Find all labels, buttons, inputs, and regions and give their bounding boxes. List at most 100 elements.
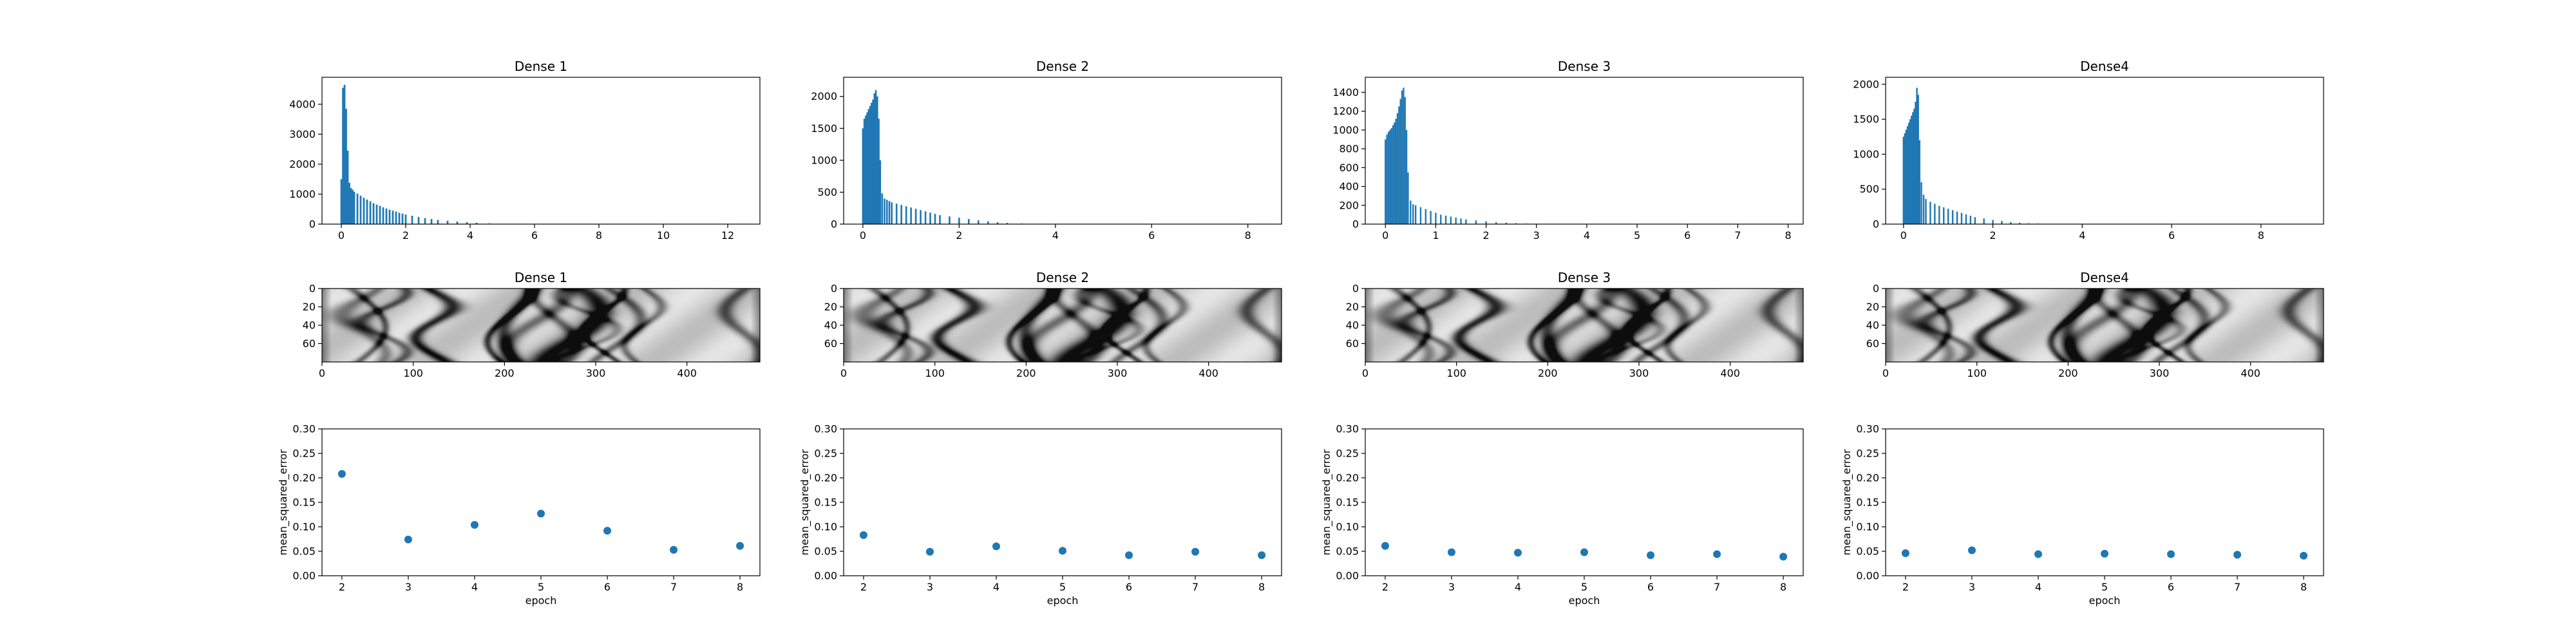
scatter-point xyxy=(736,542,744,550)
histogram-bar xyxy=(1938,205,1940,224)
histogram-bar xyxy=(1465,219,1467,224)
histogram-bar xyxy=(1911,115,1913,224)
x-tick-label: 400 xyxy=(1720,367,1740,379)
histogram-bar xyxy=(929,213,931,224)
y-tick-label: 0.15 xyxy=(814,497,837,509)
histogram-bar xyxy=(1387,131,1390,224)
x-tick-label: 2 xyxy=(860,581,867,593)
histogram-bar xyxy=(967,219,970,224)
y-tick-label: 20 xyxy=(1346,301,1359,313)
y-tick-label: 0.05 xyxy=(1856,545,1879,558)
y-tick-label: 600 xyxy=(1339,162,1359,174)
histogram-bar xyxy=(1399,99,1401,224)
y-tick-label: 60 xyxy=(1866,337,1879,350)
x-tick-label: 300 xyxy=(1629,367,1649,379)
y-tick-label: 40 xyxy=(1866,319,1879,332)
scatter-point xyxy=(2300,551,2308,560)
x-tick-label: 3 xyxy=(1448,581,1455,593)
heatmap-image xyxy=(322,289,760,362)
x-tick-label: 2 xyxy=(1382,581,1388,593)
histogram-bar xyxy=(1918,140,1920,224)
y-tick-label: 0.10 xyxy=(814,521,837,533)
scatter-point xyxy=(1901,549,1909,558)
histogram-bar xyxy=(905,206,907,224)
histogram-bar xyxy=(424,218,426,224)
x-tick-label: 4 xyxy=(993,581,999,593)
x-tick-label: 7 xyxy=(1714,581,1720,593)
x-tick-label: 6 xyxy=(1148,229,1155,242)
x-tick-label: 7 xyxy=(1734,229,1741,242)
histogram-bar xyxy=(1395,118,1397,224)
histogram-bar xyxy=(884,198,886,224)
y-tick-label: 0.25 xyxy=(1336,448,1359,460)
y-tick-label: 60 xyxy=(1346,337,1359,350)
histogram-bar xyxy=(369,201,372,224)
histogram-bar xyxy=(1947,209,1949,224)
histogram-bar xyxy=(924,211,927,224)
histogram-bar xyxy=(1405,129,1408,224)
histogram-bar xyxy=(1905,129,1908,224)
scatter-point xyxy=(1779,553,1788,561)
histogram-bar xyxy=(2027,223,2030,224)
x-tick-label: 7 xyxy=(670,581,677,593)
x-tick-label: 200 xyxy=(495,367,515,379)
x-tick-label: 4 xyxy=(1052,229,1059,242)
x-tick-label: 7 xyxy=(1192,581,1198,593)
scatter-point xyxy=(1447,548,1455,556)
histogram-bar xyxy=(446,220,449,224)
x-tick-label: 12 xyxy=(721,229,734,242)
histogram-bar xyxy=(876,96,878,224)
histogram-bar xyxy=(1389,129,1391,224)
histogram-bar xyxy=(987,221,989,224)
x-tick-label: 2 xyxy=(339,581,345,593)
y-axis-label: mean_squared_error xyxy=(277,449,290,555)
histogram-bar xyxy=(1992,220,1994,224)
x-tick-label: 5 xyxy=(2101,581,2108,593)
axes-title: Dense 1 xyxy=(515,270,567,285)
x-tick-label: 3 xyxy=(1533,229,1540,242)
histogram-bar xyxy=(871,102,873,224)
histogram-bar xyxy=(1419,207,1422,224)
histogram-bar xyxy=(346,151,349,224)
y-tick-label: 0.20 xyxy=(1336,472,1359,484)
scatter-point xyxy=(1580,548,1588,556)
histogram-bar xyxy=(875,90,877,224)
histogram-bar xyxy=(2010,222,2012,224)
y-tick-label: 500 xyxy=(1859,183,1879,195)
histogram-bar xyxy=(1942,207,1945,224)
x-tick-label: 400 xyxy=(1198,367,1218,379)
histogram-bar xyxy=(1925,198,1927,224)
axes-title: Dense 1 xyxy=(515,59,567,74)
histogram-bar xyxy=(375,204,378,224)
scatter-point xyxy=(2233,551,2242,559)
y-tick-label: 0.30 xyxy=(292,423,316,435)
y-tick-label: 0.15 xyxy=(292,497,316,509)
histogram-bar xyxy=(1904,133,1906,224)
x-tick-label: 3 xyxy=(927,581,933,593)
histogram-bar xyxy=(385,208,388,224)
histogram-bar xyxy=(1455,217,1457,224)
histogram-bar xyxy=(939,215,941,224)
histogram-bar xyxy=(1444,215,1447,224)
histogram-bar xyxy=(350,188,352,224)
x-tick-label: 400 xyxy=(677,367,697,379)
histogram-bar xyxy=(1920,182,1922,224)
histogram-bar xyxy=(900,205,902,224)
x-tick-label: 6 xyxy=(531,229,538,242)
histogram-bar xyxy=(863,118,866,224)
histogram-bar xyxy=(1929,202,1931,224)
axes-frame xyxy=(1365,77,1804,225)
x-tick-label: 4 xyxy=(471,581,478,593)
axes-title: Dense 3 xyxy=(1558,59,1611,74)
x-tick-label: 8 xyxy=(1258,581,1265,593)
x-tick-label: 2 xyxy=(1482,229,1489,242)
histogram-bar xyxy=(1922,194,1925,224)
y-tick-label: 40 xyxy=(1346,319,1359,332)
scatter-point xyxy=(2034,550,2042,558)
histogram-bar xyxy=(1951,210,1954,224)
x-tick-label: 5 xyxy=(1581,581,1587,593)
y-tick-label: 0.20 xyxy=(814,472,837,484)
histogram-bar xyxy=(2001,221,2003,224)
x-tick-label: 6 xyxy=(1647,581,1654,593)
